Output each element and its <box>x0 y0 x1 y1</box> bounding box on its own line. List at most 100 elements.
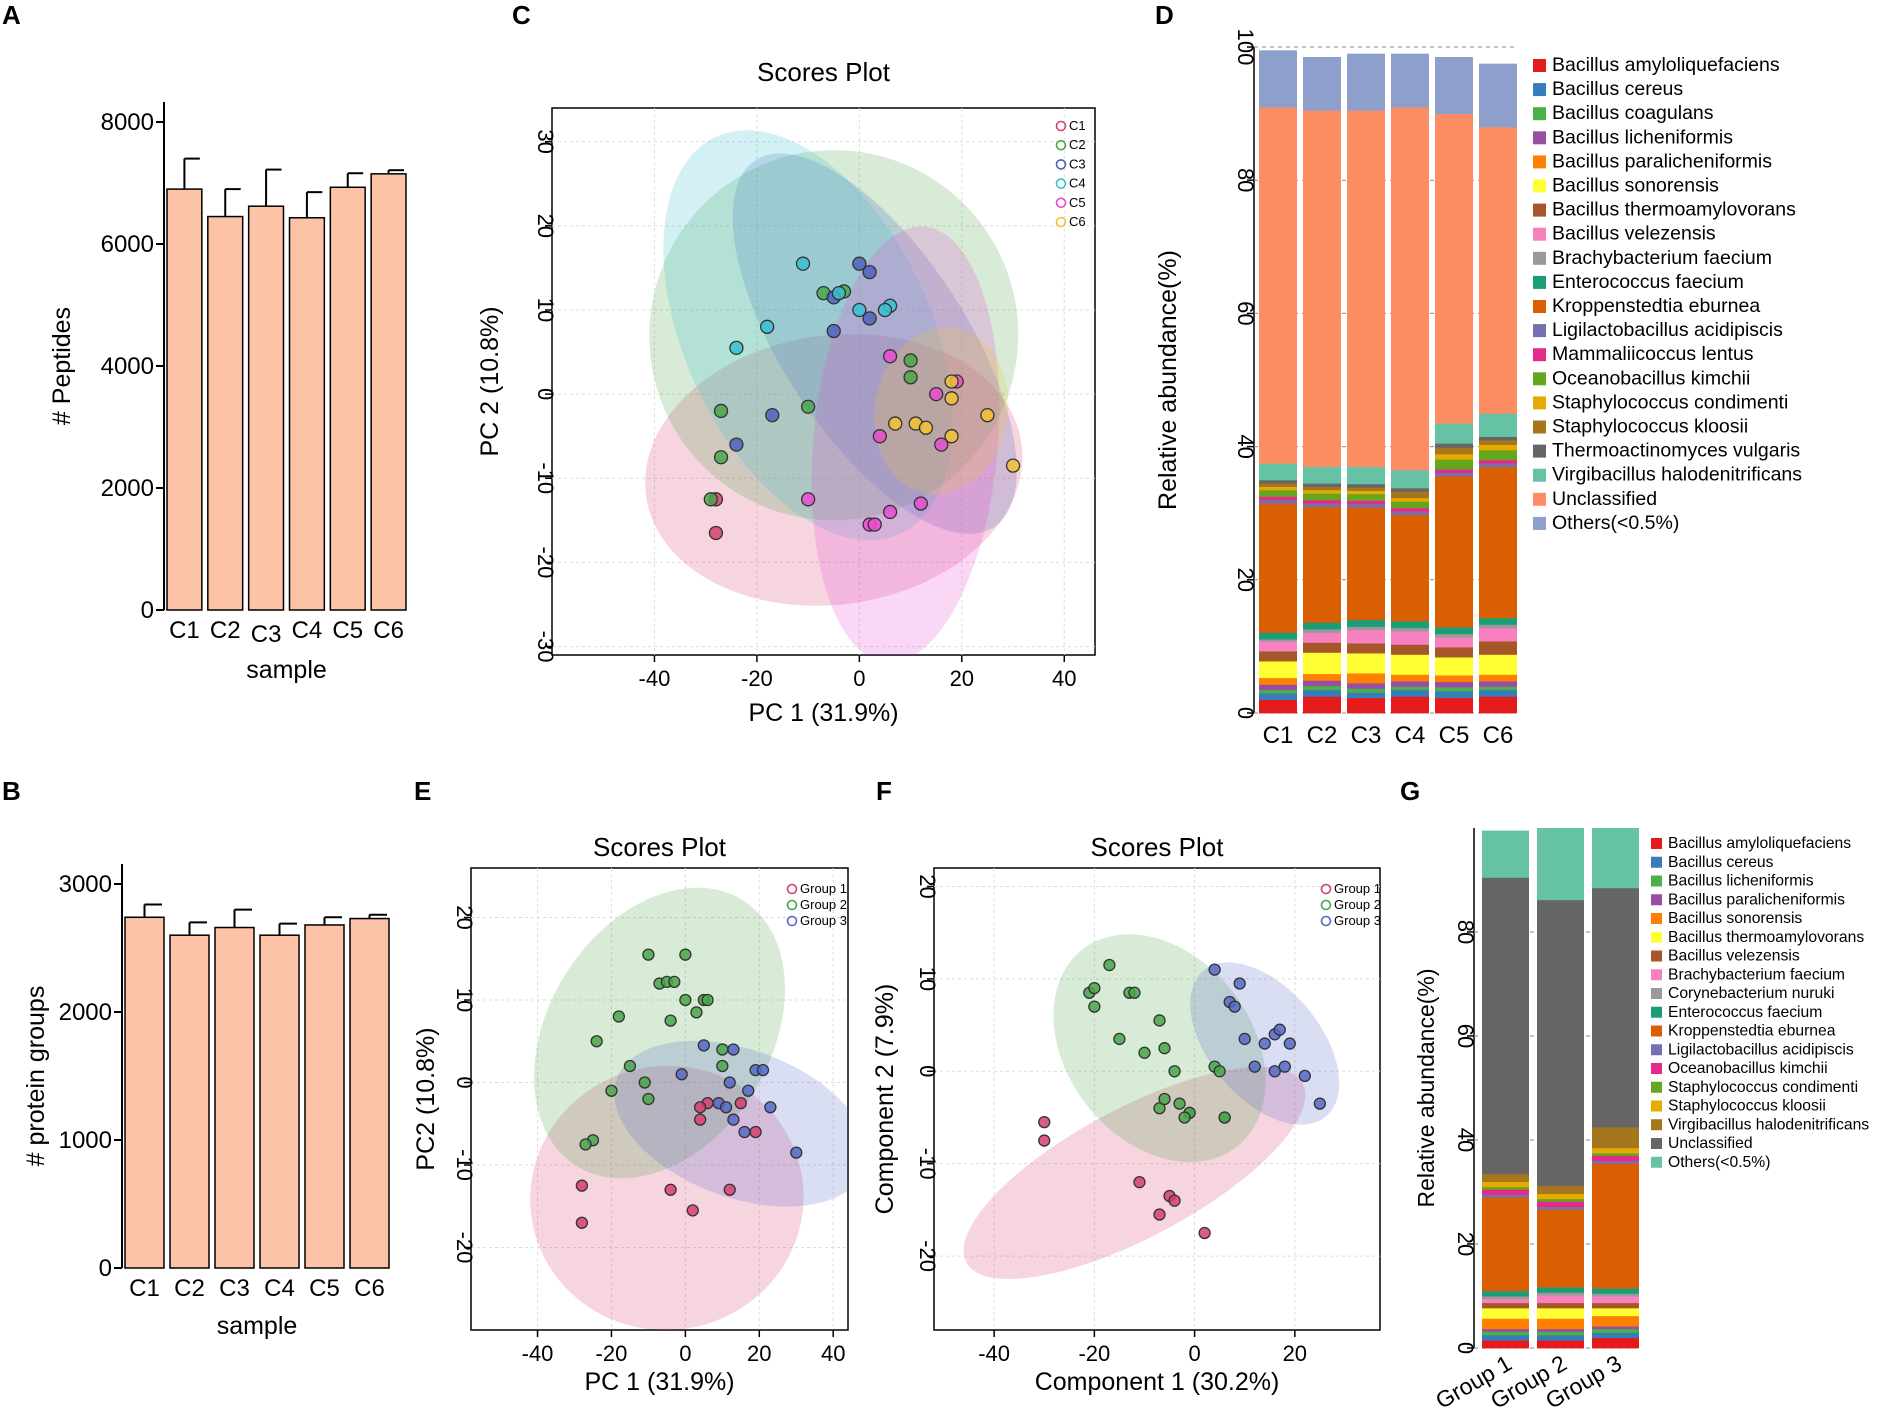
legend-label: Enterococcus faecium <box>1552 271 1744 293</box>
legend-label: Kroppenstedtia eburnea <box>1552 295 1760 317</box>
point-group-3 <box>1228 1000 1241 1013</box>
x-tick-label: 40 <box>821 1341 845 1366</box>
panel-label-c: C <box>512 0 531 30</box>
stack-segment <box>1391 621 1429 629</box>
point-c2 <box>800 399 816 414</box>
point-group-3 <box>697 1039 711 1052</box>
point-group-3 <box>1238 1032 1251 1046</box>
x-tick-label: -40 <box>522 1341 554 1366</box>
y-tick-label: -20 <box>452 1232 477 1264</box>
legend-swatch <box>786 899 798 911</box>
plot-area-frame <box>551 107 1096 656</box>
stack-segment <box>1592 1293 1639 1297</box>
point-group-2 <box>605 1084 618 1097</box>
stack-segment <box>1303 486 1341 491</box>
legend-swatch <box>1055 216 1067 228</box>
y-tick-label: 2000 <box>101 475 154 502</box>
point-c1 <box>708 525 724 541</box>
stack-segment <box>1479 689 1517 697</box>
stack-segment <box>1482 1335 1529 1341</box>
point-c2 <box>713 403 729 419</box>
y-axis-label: Relative abundance(%) <box>1413 968 1439 1207</box>
stack-segment <box>1479 449 1517 461</box>
stack-segment <box>1435 56 1473 114</box>
stack-segment <box>1482 1186 1529 1190</box>
panel-d-stacked-abundance-chart: 0 20 40 60 80 100 C1 C2 C3 C4 C5 C6 Bacillus amyloli… <box>1154 29 1802 749</box>
stack-segment <box>1537 1302 1584 1309</box>
stack-segment <box>1537 1292 1584 1296</box>
legend-label: Group 2 <box>1334 897 1381 912</box>
stack-segment <box>1479 459 1517 464</box>
stack-segment <box>1482 830 1529 878</box>
stack-segment <box>1259 661 1297 679</box>
legend-swatch <box>1651 838 1662 849</box>
stack-segment <box>1435 627 1473 635</box>
legend-swatch <box>1055 178 1067 189</box>
point-group-2 <box>679 948 692 961</box>
x-axis-label: PC 1 (31.9%) <box>748 699 898 727</box>
point-group-1 <box>1198 1226 1211 1240</box>
y-tick-label: -10 <box>915 1148 940 1180</box>
legend-label: Bacillus thermoamylovorans <box>1552 199 1796 221</box>
y-tick-label: -20 <box>533 547 558 579</box>
point-c6 <box>980 408 995 423</box>
legend-label: Mammaliicoccus lentus <box>1552 343 1754 365</box>
legend-label: Bacillus licheniformis <box>1552 126 1733 148</box>
stack-segment <box>1391 511 1429 515</box>
stack-segment <box>1303 503 1341 507</box>
stack-segment <box>1391 497 1429 502</box>
stack-segment <box>1592 1153 1639 1156</box>
legend-label: Others(<0.5%) <box>1552 512 1679 534</box>
stack-segment <box>1592 1155 1639 1162</box>
panel-label-e: E <box>414 776 431 806</box>
bar-c6 <box>370 173 407 611</box>
stack-segment <box>1435 113 1473 424</box>
legend-label: Bacillus paralicheniformis <box>1552 150 1772 172</box>
stack-segment <box>1482 1197 1529 1292</box>
stack-segment <box>1479 617 1517 625</box>
point-group-3 <box>719 1101 733 1114</box>
point-c2 <box>713 450 729 465</box>
legend-swatch <box>1533 348 1546 362</box>
stack-segment <box>1303 696 1341 714</box>
point-group-3 <box>1248 1060 1261 1073</box>
legend-label: Ligilactobacillus acidipiscis <box>1552 319 1783 341</box>
bar-c3 <box>214 926 255 1269</box>
stack-segment <box>1435 697 1473 714</box>
stack-segment <box>1479 126 1517 414</box>
legend-swatch <box>1055 139 1067 151</box>
point-c6 <box>918 420 934 435</box>
point-c6 <box>1005 458 1021 473</box>
chart-title: Scores Plot <box>757 57 891 87</box>
point-group-2 <box>1113 1032 1126 1046</box>
y-tick-label: 1000 <box>59 1127 112 1154</box>
stack-segment <box>1482 1340 1529 1349</box>
x-tick-label: 20 <box>747 1341 771 1366</box>
stack-segment <box>1537 1198 1584 1202</box>
stack-segment <box>1259 499 1297 504</box>
panel-label-g: G <box>1400 776 1420 806</box>
stack-segment <box>1435 475 1473 628</box>
y-tick-label: 0 <box>141 597 154 624</box>
panel-c-scores-plot: -40 -20 0 20 40 -30 -20 -10 0 10 20 30 C1 C2 C3 C4 C5 C6 S… <box>476 57 1096 727</box>
x-tick-label: -40 <box>978 1341 1010 1366</box>
stack-segment <box>1391 469 1429 489</box>
legend-swatch <box>1533 107 1546 121</box>
confidence-ellipses <box>530 887 848 1330</box>
y-tick-label: 40 <box>1453 1128 1478 1152</box>
stack-segment <box>1479 627 1517 642</box>
stack-segment <box>1592 1337 1639 1349</box>
stack-segment <box>1259 632 1297 640</box>
y-tick-label: 6000 <box>101 231 154 258</box>
stack-segment <box>1479 641 1517 655</box>
stack-segment <box>1259 651 1297 662</box>
stack-segment <box>1347 493 1385 501</box>
legend-swatch <box>1320 883 1332 895</box>
y-tick-label: 4000 <box>101 353 154 380</box>
stack-segment <box>1435 691 1473 699</box>
x-tick-label: -20 <box>596 1341 628 1366</box>
y-tick-label: 80 <box>1233 168 1258 192</box>
y-tick-label: 20 <box>1453 1232 1478 1256</box>
point-c5 <box>913 496 928 511</box>
point-group-2 <box>664 1014 677 1027</box>
